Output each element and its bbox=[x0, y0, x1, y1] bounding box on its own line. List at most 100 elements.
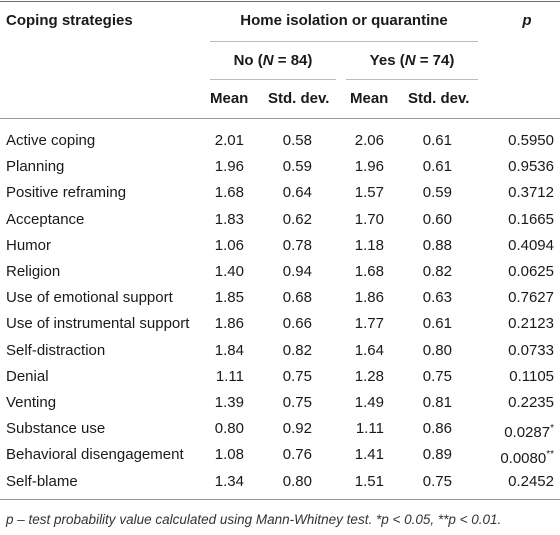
cell-yes-mean: 2.06 bbox=[354, 132, 384, 149]
cell-yes-sd: 0.63 bbox=[422, 289, 452, 307]
cell-p: 0.0080** bbox=[500, 449, 554, 468]
cell-yes-sd: 0.75 bbox=[422, 472, 452, 490]
table-row: Denial 1.11 0.75 1.28 0.75 0.1105 bbox=[0, 368, 560, 394]
cell-p: 0.2123 bbox=[508, 315, 554, 333]
cell-yes-mean: 1.41 bbox=[354, 446, 384, 464]
cell-p: 0.7627 bbox=[508, 289, 554, 307]
table-row: Use of instrumental support 1.86 0.66 1.77 0… bbox=[0, 315, 560, 341]
cell-no-sd: 0.66 bbox=[282, 315, 312, 333]
subgroup-yes: Yes (N = 74) bbox=[369, 52, 455, 69]
cell-no-mean: 1.83 bbox=[214, 210, 244, 228]
cell-strategy: Substance use bbox=[6, 420, 106, 438]
cell-p: 0.0733 bbox=[508, 341, 554, 359]
cell-p: 0.5950 bbox=[508, 132, 554, 149]
table-row: Humor 1.06 0.78 1.18 0.88 0.4094 bbox=[0, 237, 560, 263]
cell-no-mean: 1.06 bbox=[214, 236, 244, 254]
cell-no-mean: 1.68 bbox=[214, 184, 244, 202]
cell-strategy: Use of instrumental support bbox=[6, 315, 190, 333]
cell-yes-sd: 0.61 bbox=[422, 132, 452, 149]
col-header-yes-sd: Std. dev. bbox=[408, 90, 470, 107]
cell-p: 0.2235 bbox=[508, 394, 554, 411]
cell-no-sd: 0.58 bbox=[282, 132, 312, 149]
cell-p: 0.0625 bbox=[508, 263, 554, 280]
cell-strategy: Humor bbox=[6, 236, 52, 254]
cell-no-sd: 0.82 bbox=[282, 341, 312, 359]
cell-p: 0.1665 bbox=[508, 210, 554, 228]
cell-strategy: Behavioral disengagement bbox=[6, 446, 184, 464]
cell-yes-sd: 0.59 bbox=[422, 184, 452, 202]
cell-no-mean: 1.39 bbox=[214, 394, 244, 411]
cell-no-sd: 0.64 bbox=[282, 184, 312, 202]
cell-no-mean: 1.08 bbox=[214, 446, 244, 464]
cell-strategy: Venting bbox=[6, 394, 57, 411]
col-header-group: Home isolation or quarantine bbox=[240, 12, 448, 29]
cell-strategy: Planning bbox=[6, 158, 65, 176]
cell-no-sd: 0.92 bbox=[282, 420, 312, 438]
cell-yes-mean: 1.57 bbox=[354, 184, 384, 202]
cell-yes-mean: 1.96 bbox=[354, 158, 384, 176]
cell-yes-mean: 1.28 bbox=[354, 367, 384, 385]
cell-no-sd: 0.75 bbox=[282, 367, 312, 385]
cell-strategy: Use of emotional support bbox=[6, 289, 173, 307]
cell-no-mean: 1.96 bbox=[214, 158, 244, 176]
table-row: Active coping 2.01 0.58 2.06 0.61 0.5950 bbox=[0, 132, 560, 158]
cell-strategy: Self-distraction bbox=[6, 341, 106, 359]
cell-no-sd: 0.78 bbox=[282, 236, 312, 254]
subgroup-no: No (N = 84) bbox=[233, 52, 313, 69]
table-row: Self-distraction 1.84 0.82 1.64 0.80 0.0733 bbox=[0, 342, 560, 368]
cell-no-sd: 0.59 bbox=[282, 158, 312, 176]
top-rule bbox=[0, 1, 560, 2]
table-row: Use of emotional support 1.85 0.68 1.86 0.63… bbox=[0, 289, 560, 315]
table-row: Acceptance 1.83 0.62 1.70 0.60 0.1665 bbox=[0, 211, 560, 237]
cell-yes-sd: 0.81 bbox=[422, 394, 452, 411]
table-row: Substance use 0.80 0.92 1.11 0.86 0.0287* bbox=[0, 420, 560, 446]
cell-no-mean: 0.80 bbox=[214, 420, 244, 438]
cell-no-mean: 1.84 bbox=[214, 341, 244, 359]
cell-no-sd: 0.94 bbox=[282, 263, 312, 280]
cell-no-mean: 1.34 bbox=[214, 472, 244, 490]
cell-no-mean: 1.86 bbox=[214, 315, 244, 333]
cell-yes-sd: 0.86 bbox=[422, 420, 452, 438]
col-header-no-sd: Std. dev. bbox=[268, 90, 330, 107]
col-header-strategies: Coping strategies bbox=[6, 12, 133, 29]
cell-no-sd: 0.75 bbox=[282, 394, 312, 411]
subgroup-yes-underline bbox=[346, 79, 478, 80]
cell-no-sd: 0.68 bbox=[282, 289, 312, 307]
cell-strategy: Acceptance bbox=[6, 210, 85, 228]
cell-p: 0.2452 bbox=[508, 472, 554, 490]
cell-strategy: Denial bbox=[6, 367, 49, 385]
cell-no-sd: 0.80 bbox=[282, 472, 312, 490]
bottom-rule bbox=[0, 499, 560, 500]
cell-yes-sd: 0.82 bbox=[422, 263, 452, 280]
cell-yes-sd: 0.61 bbox=[422, 158, 452, 176]
cell-yes-sd: 0.61 bbox=[422, 315, 452, 333]
cell-p: 0.0287* bbox=[504, 423, 554, 442]
table-row: Positive reframing 1.68 0.64 1.57 0.59 0.3712 bbox=[0, 184, 560, 210]
cell-strategy: Active coping bbox=[6, 132, 96, 149]
header-rule bbox=[0, 118, 560, 119]
table-row: Behavioral disengagement 1.08 0.76 1.41 0.89… bbox=[0, 446, 560, 472]
cell-no-mean: 1.40 bbox=[214, 263, 244, 280]
subgroup-no-underline bbox=[210, 79, 336, 80]
cell-yes-sd: 0.75 bbox=[422, 367, 452, 385]
cell-yes-mean: 1.49 bbox=[354, 394, 384, 411]
cell-no-sd: 0.62 bbox=[282, 210, 312, 228]
cell-yes-sd: 0.60 bbox=[422, 210, 452, 228]
cell-strategy: Self-blame bbox=[6, 472, 78, 490]
cell-yes-mean: 1.51 bbox=[354, 472, 384, 490]
cell-no-sd: 0.76 bbox=[282, 446, 312, 464]
cell-yes-mean: 1.86 bbox=[354, 289, 384, 307]
table-row: Self-blame 1.34 0.80 1.51 0.75 0.2452 bbox=[0, 473, 560, 499]
col-header-no-mean: Mean bbox=[210, 90, 249, 107]
cell-yes-mean: 1.70 bbox=[354, 210, 384, 228]
cell-yes-mean: 1.18 bbox=[354, 236, 384, 254]
cell-p: 0.3712 bbox=[508, 184, 554, 202]
table-row: Venting 1.39 0.75 1.49 0.81 0.2235 bbox=[0, 394, 560, 420]
col-header-yes-mean: Mean bbox=[350, 90, 389, 107]
table-row: Religion 1.40 0.94 1.68 0.82 0.0625 bbox=[0, 263, 560, 289]
cell-yes-sd: 0.80 bbox=[422, 341, 452, 359]
cell-strategy: Positive reframing bbox=[6, 184, 127, 202]
cell-no-mean: 1.85 bbox=[214, 289, 244, 307]
cell-no-mean: 1.11 bbox=[215, 367, 244, 385]
cell-p: 0.4094 bbox=[508, 236, 554, 254]
